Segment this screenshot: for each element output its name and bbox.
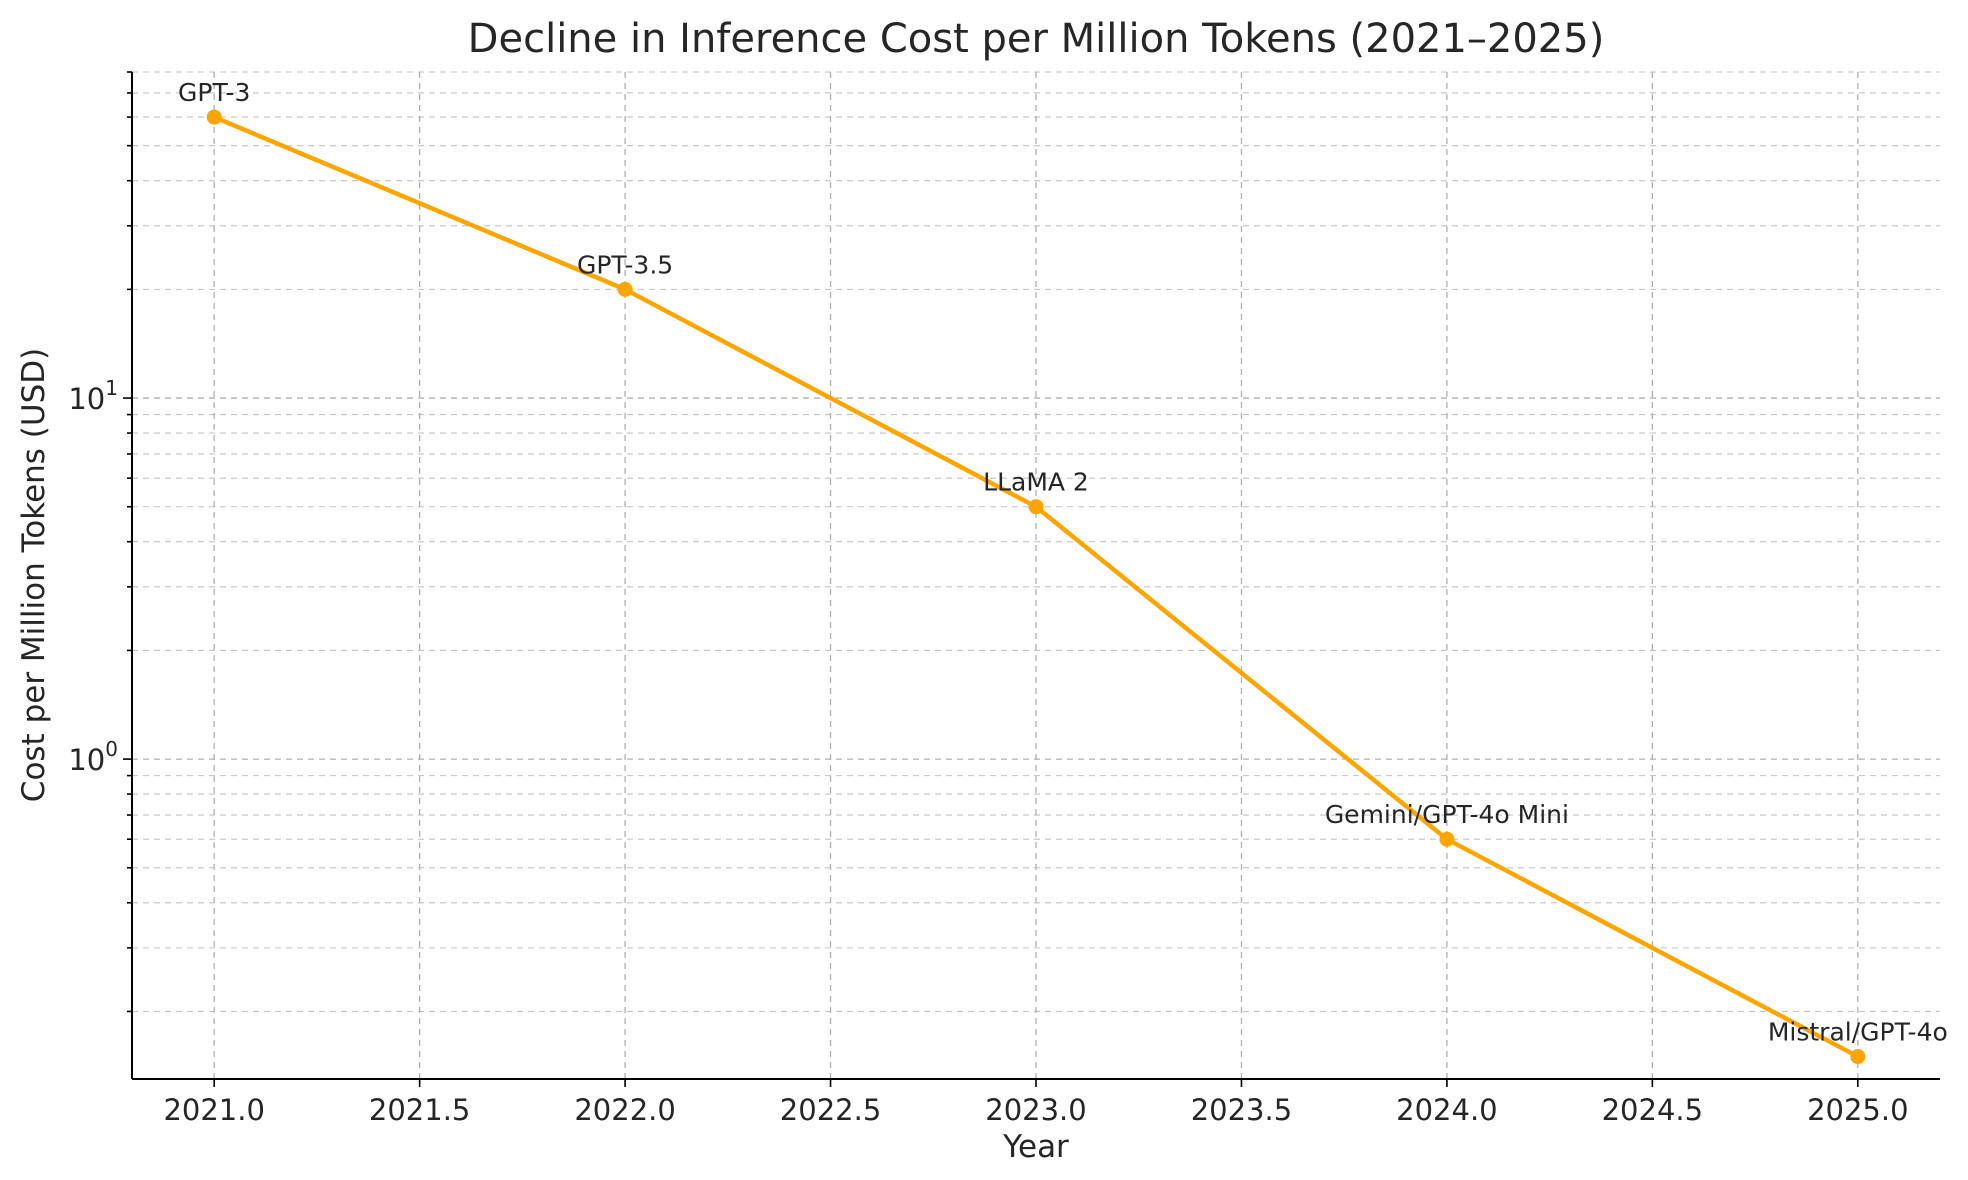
x-tick-label: 2023.0: [985, 1093, 1086, 1127]
data-point: [206, 109, 222, 125]
data-label: LLaMA 2: [983, 468, 1089, 497]
grid: [132, 71, 1940, 1079]
x-tick-label: 2021.0: [163, 1093, 264, 1127]
x-ticks: 2021.0 2021.5 2022.0 2022.5 2023.0 2023.5 2024…: [163, 1079, 1909, 1127]
x-tick-label: 2023.5: [1191, 1093, 1292, 1127]
y-tick-exponent: 1: [105, 376, 118, 400]
data-point: [617, 281, 633, 297]
x-tick-label: 2022.0: [574, 1093, 675, 1127]
data-point: [1028, 499, 1044, 515]
point-labels: GPT-3 GPT-3.5 LLaMA 2 Gemini/GPT-4o Mini Mis…: [178, 78, 1948, 1046]
y-tick-base: 10: [68, 382, 105, 416]
x-tick-label: 2021.5: [369, 1093, 470, 1127]
data-point: [1850, 1049, 1866, 1065]
y-tick-exponent: 0: [105, 737, 118, 761]
x-tick-label: 2024.5: [1602, 1093, 1703, 1127]
data-label: Gemini/GPT-4o Mini: [1325, 800, 1569, 829]
data-label: GPT-3: [178, 78, 250, 107]
y-tick-base: 10: [68, 743, 105, 777]
data-point: [1439, 831, 1455, 847]
data-label: GPT-3.5: [577, 250, 673, 279]
chart-title: Decline in Inference Cost per Million To…: [468, 16, 1605, 62]
x-axis-label: Year: [1002, 1129, 1069, 1165]
series-group: [206, 109, 1866, 1065]
x-tick-label: 2024.0: [1396, 1093, 1497, 1127]
axes: [131, 72, 1940, 1080]
x-tick-label: 2022.5: [780, 1093, 881, 1127]
data-label: Mistral/GPT-4o: [1768, 1018, 1948, 1047]
x-tick-label: 2025.0: [1807, 1093, 1908, 1127]
y-tick-label: 100: [68, 737, 118, 777]
y-axis-label: Cost per Million Tokens (USD): [16, 348, 52, 802]
y-tick-label: 101: [68, 376, 118, 416]
